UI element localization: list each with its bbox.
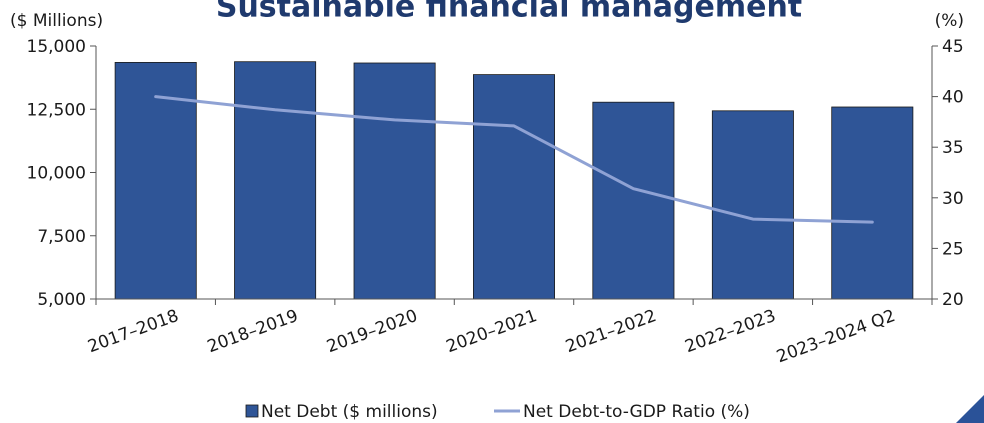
axes <box>95 46 933 305</box>
bar <box>114 62 197 300</box>
category-label: 2020–2021 <box>444 306 540 357</box>
right-tick-label: 35 <box>942 138 964 158</box>
right-tick-label: 45 <box>942 37 964 57</box>
legend-swatch-bars <box>245 404 259 418</box>
bar <box>831 106 914 300</box>
bar <box>711 110 794 300</box>
y-right-axis-title: (%) <box>935 11 964 31</box>
legend: Net Debt ($ millions) Net Debt-to-GDP Ra… <box>245 402 750 422</box>
right-tick-label: 40 <box>942 88 964 108</box>
right-tick-label: 25 <box>942 239 964 259</box>
bar <box>592 101 675 300</box>
chart-title: Sustainable financial management <box>216 0 802 25</box>
corner-decoration <box>956 395 984 423</box>
ratio-line <box>154 95 874 224</box>
left-tick-label: 7,500 <box>37 227 86 247</box>
left-tick-labels: 5,000 7,500 10,000 12,500 15,000 <box>27 37 96 310</box>
category-label: 2023–2024 Q2 <box>774 306 898 367</box>
bar <box>353 62 436 300</box>
right-tick-labels: 20 25 30 35 40 45 <box>932 37 964 310</box>
category-label: 2022–2023 <box>682 306 778 357</box>
right-tick-label: 20 <box>942 290 964 310</box>
bar-series <box>114 61 914 300</box>
line-series <box>154 95 874 224</box>
legend-label-bars: Net Debt ($ millions) <box>261 402 438 422</box>
left-tick-label: 15,000 <box>27 37 86 57</box>
category-label: 2017–2018 <box>85 306 181 357</box>
category-labels: 2017–2018 2018–2019 2019–2020 2020–2021 2021… <box>85 306 898 367</box>
category-label: 2018–2019 <box>205 306 301 357</box>
left-tick-label: 12,500 <box>27 100 86 120</box>
left-tick-label: 10,000 <box>27 164 86 184</box>
bar <box>472 74 555 300</box>
left-tick-label: 5,000 <box>37 290 86 310</box>
legend-label-line: Net Debt-to-GDP Ratio (%) <box>523 402 750 422</box>
y-left-axis-title: ($ Millions) <box>10 11 103 31</box>
right-tick-label: 30 <box>942 189 964 209</box>
bar <box>234 61 317 300</box>
category-label: 2021–2022 <box>563 306 659 357</box>
category-label: 2019–2020 <box>324 306 420 357</box>
